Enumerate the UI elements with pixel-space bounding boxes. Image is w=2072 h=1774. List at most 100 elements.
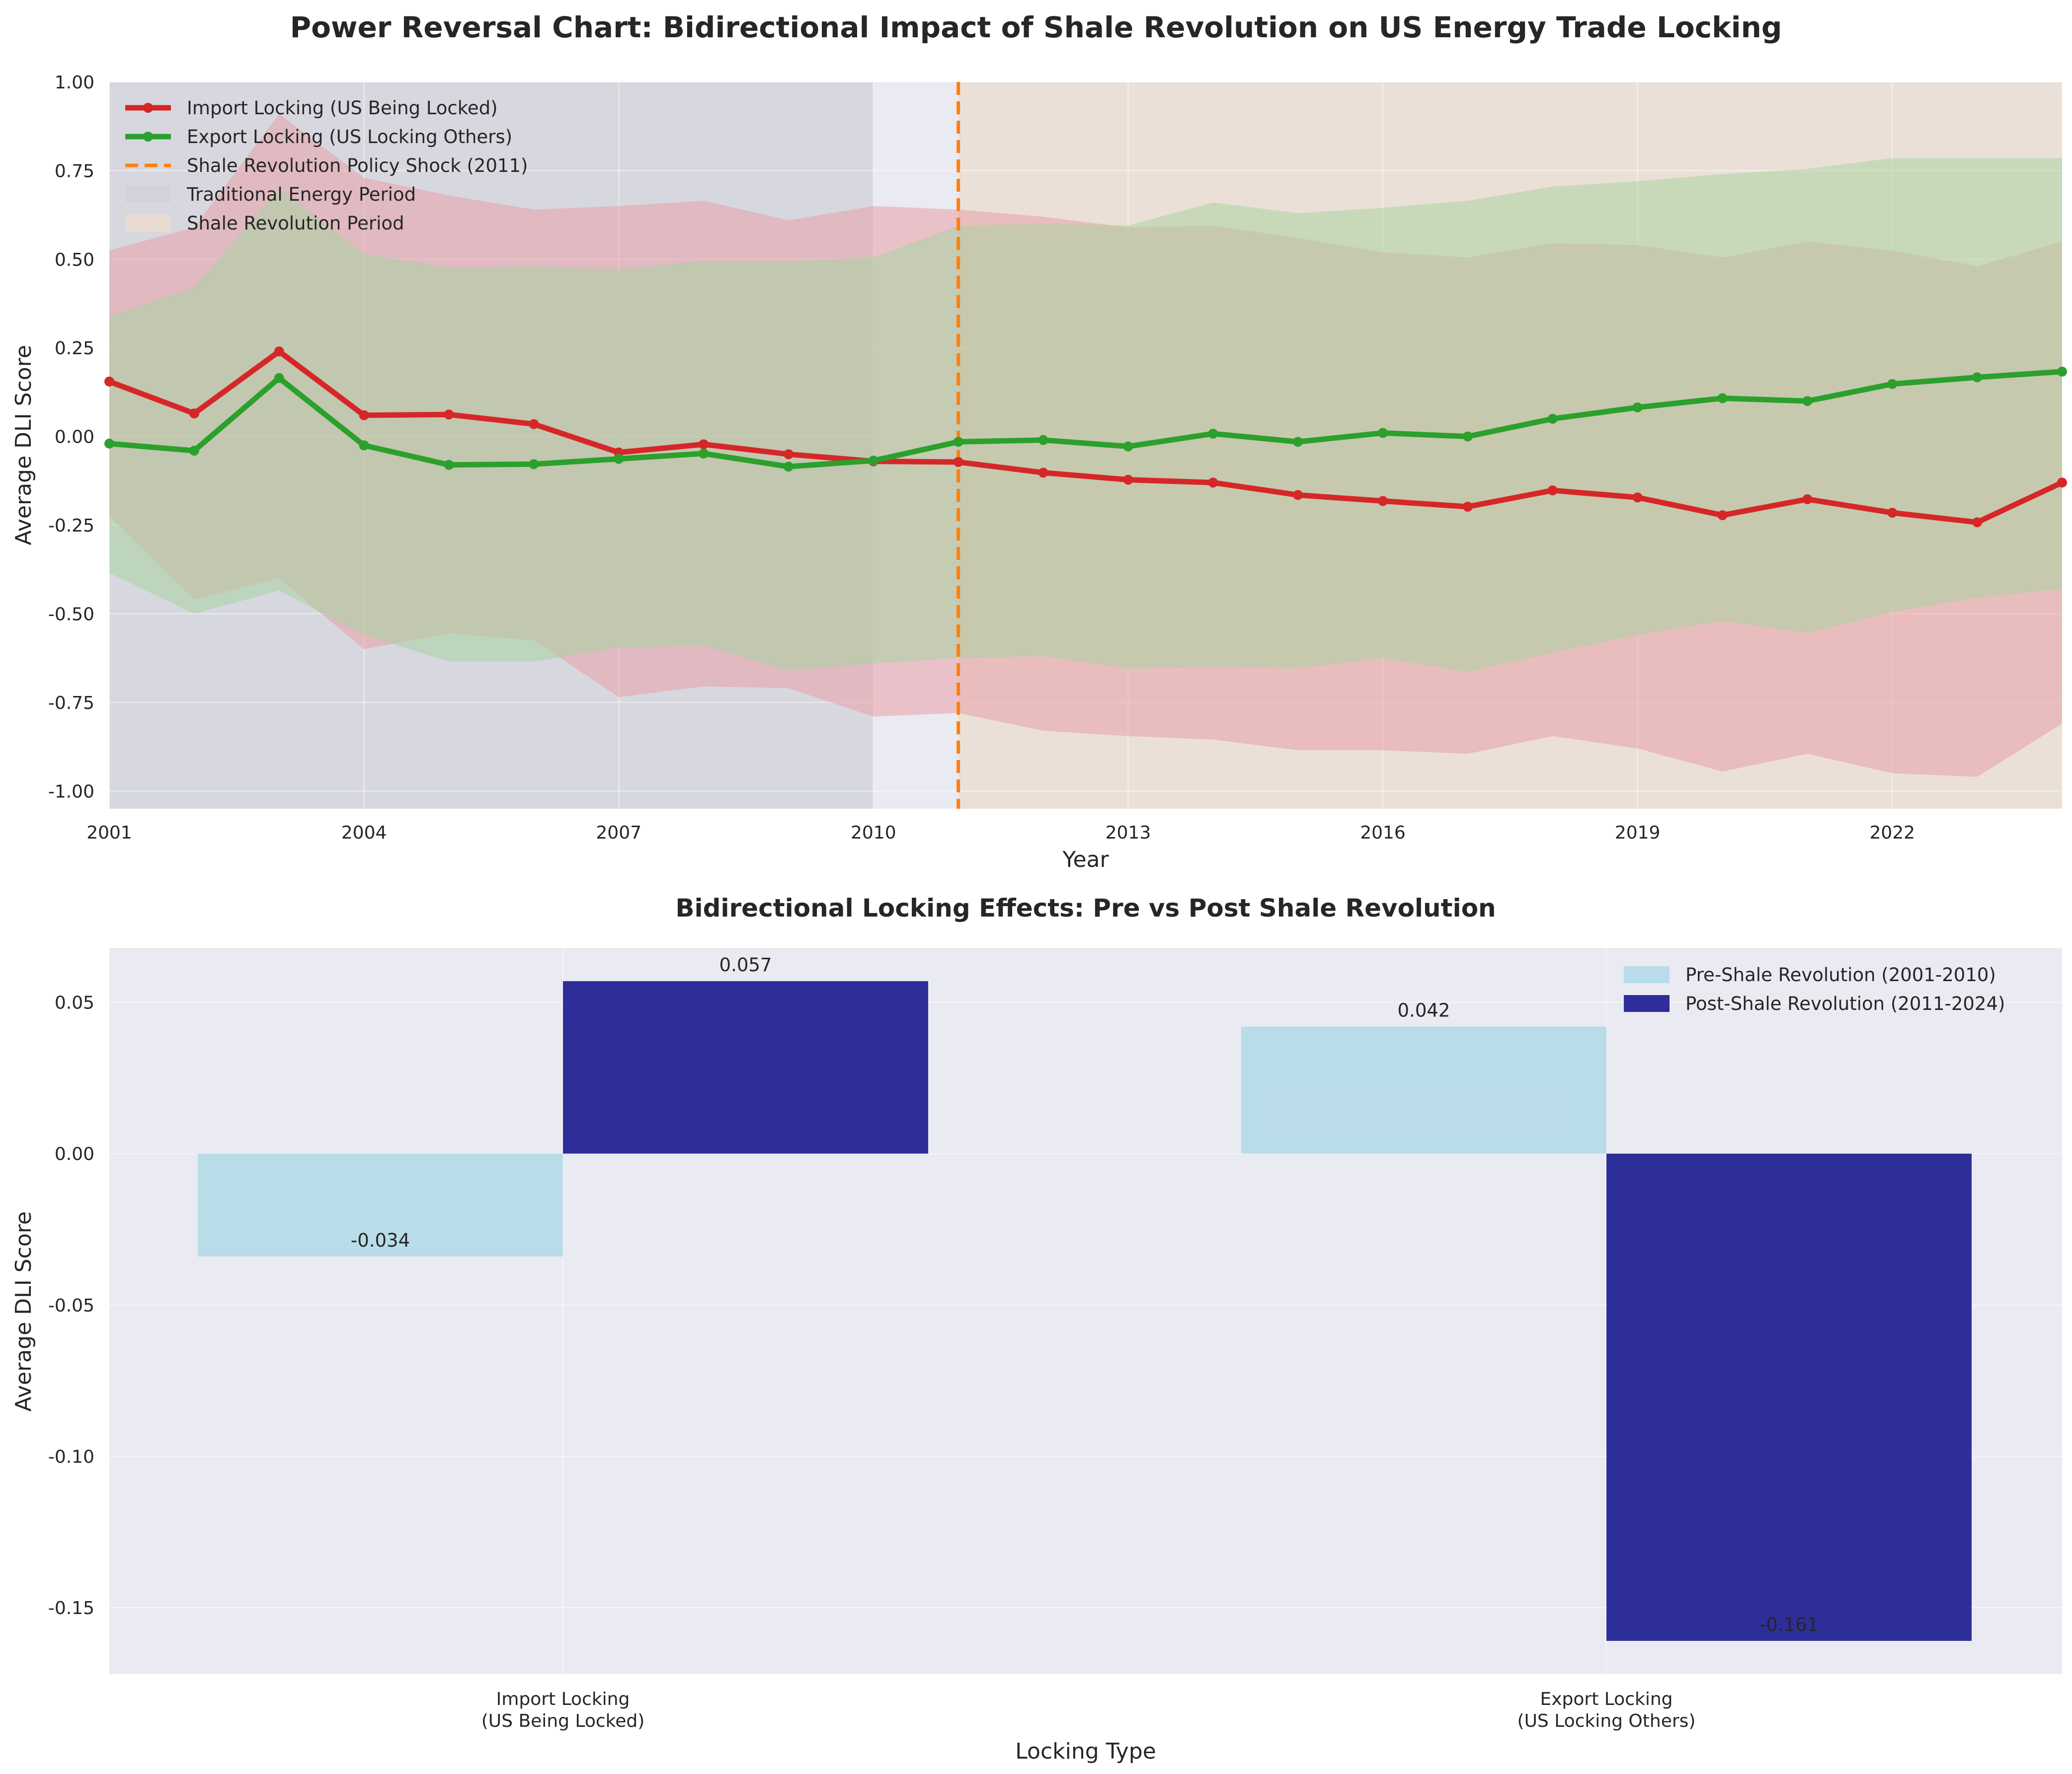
series-0-point (1632, 492, 1643, 503)
series-1-point (1462, 431, 1473, 442)
bar-value-label: 0.057 (719, 954, 772, 976)
y-tick-label: 0.00 (55, 1144, 94, 1164)
legend-swatch (1624, 995, 1670, 1012)
legend-entry: Export Locking (US Locking Others) (125, 126, 512, 148)
bar-pre-0 (198, 1154, 563, 1257)
series-1-point (1293, 437, 1303, 447)
series-0-point (1547, 485, 1558, 496)
series-1-point (699, 448, 709, 459)
series-0-point (953, 457, 963, 467)
line-chart: Power Reversal Chart: Bidirectional Impa… (11, 10, 2067, 872)
y-tick-label: -0.25 (48, 516, 94, 536)
y-tick-label: 0.00 (55, 427, 94, 448)
x-tick-label: 2022 (1869, 823, 1915, 843)
series-line-0 (108, 348, 2064, 525)
y-tick-label: -1.00 (48, 781, 94, 802)
series-1-point (1208, 428, 1218, 439)
series-0-point (1972, 517, 1983, 528)
legend-label: Pre-Shale Revolution (2001-2010) (1685, 964, 1996, 986)
bar-chart-title: Bidirectional Locking Effects: Pre vs Po… (675, 894, 1496, 923)
line-chart-y-axis-label: Average DLI Score (11, 345, 36, 545)
legend-label: Export Locking (US Locking Others) (187, 126, 512, 148)
series-1-point (274, 373, 284, 383)
legend-swatch (1624, 966, 1670, 983)
series-0-point (1123, 474, 1133, 485)
series-1-point (104, 438, 114, 449)
series-0-point (189, 408, 199, 419)
y-tick-label: -0.10 (48, 1447, 94, 1467)
legend-entry: Import Locking (US Being Locked) (125, 97, 498, 119)
series-1-point (783, 462, 794, 472)
series-1-point (189, 446, 199, 456)
series-0-point (1378, 496, 1388, 506)
series-0-point (1293, 490, 1303, 500)
series-1-point (1717, 393, 1728, 403)
line-chart-x-axis-label: Year (1062, 847, 1109, 872)
series-1-point (444, 460, 454, 470)
legend-label: Import Locking (US Being Locked) (187, 97, 498, 119)
legend-entry: Pre-Shale Revolution (2001-2010) (1624, 964, 1996, 986)
series-1-point (1972, 372, 1983, 383)
series-0-point (2057, 477, 2067, 488)
series-0-point (274, 346, 284, 357)
legend-marker (143, 132, 153, 142)
series-line-1 (109, 369, 2063, 469)
legend-entry: Shale Revolution Policy Shock (2011) (125, 155, 528, 176)
bar-post-1 (1606, 1154, 1972, 1641)
legend-entry: Shale Revolution Period (125, 213, 404, 234)
x-tick-label: Export Locking (US Locking Others) (1517, 1689, 1696, 1731)
x-tick-label: 2016 (1360, 823, 1406, 843)
series-0-point (1802, 494, 1813, 504)
y-tick-label: 0.75 (55, 161, 94, 181)
x-tick-label: Import Locking (US Being Locked) (481, 1689, 645, 1731)
series-1-point (868, 456, 878, 466)
bar-value-label: -0.034 (351, 1230, 410, 1251)
bar-chart-y-axis-label: Average DLI Score (11, 1211, 36, 1411)
x-tick-label: 2010 (851, 823, 896, 843)
series-1-point (1547, 413, 1558, 424)
series-1-point (2057, 367, 2067, 377)
x-tick-label: 2019 (1615, 823, 1661, 843)
series-0-point (699, 439, 709, 450)
line-chart-legend: Import Locking (US Being Locked) Export L… (125, 97, 528, 234)
series-1-point (953, 437, 963, 447)
legend-swatch (125, 186, 171, 203)
line-chart-title: Power Reversal Chart: Bidirectional Impa… (290, 10, 1782, 44)
legend-marker (143, 103, 153, 113)
series-0-point (444, 409, 454, 420)
series-0-point (1208, 477, 1218, 488)
bar-post-0 (563, 981, 928, 1154)
y-tick-label: 0.25 (55, 338, 94, 359)
y-tick-label: 1.00 (55, 73, 94, 93)
legend-label: Shale Revolution Policy Shock (2011) (187, 155, 528, 176)
y-tick-label: 0.50 (55, 250, 94, 270)
series-0-point (104, 377, 114, 387)
x-tick-label: 2004 (341, 823, 387, 843)
y-tick-label: 0.05 (55, 993, 94, 1013)
legend-label: Shale Revolution Period (187, 213, 404, 234)
series-1-point (1038, 435, 1048, 445)
x-tick-label: 2001 (86, 823, 132, 843)
series-1-point (1632, 402, 1643, 413)
bar-pre-1 (1241, 1026, 1606, 1154)
series-0-point (783, 449, 794, 460)
y-tick-label: -0.05 (48, 1296, 94, 1316)
x-tick-label: 2007 (596, 823, 641, 843)
series-0-point (1717, 510, 1728, 521)
y-tick-label: -0.50 (48, 604, 94, 624)
series-1-point (1887, 379, 1898, 389)
series-0-point (529, 419, 539, 429)
series-1-point (1378, 428, 1388, 438)
series-0-point (1887, 508, 1898, 518)
bar-chart-x-axis-label: Locking Type (1015, 1739, 1156, 1764)
series-1-point (1123, 441, 1133, 452)
series-1-point (614, 454, 624, 464)
y-tick-label: -0.15 (48, 1598, 94, 1619)
legend-entry: Traditional Energy Period (125, 184, 416, 205)
series-0-point (1462, 501, 1473, 512)
series-1-point (1802, 396, 1813, 406)
confidence-band-1 (109, 158, 2062, 673)
series-0-point (359, 410, 369, 420)
bar-value-label: 0.042 (1398, 1000, 1450, 1021)
